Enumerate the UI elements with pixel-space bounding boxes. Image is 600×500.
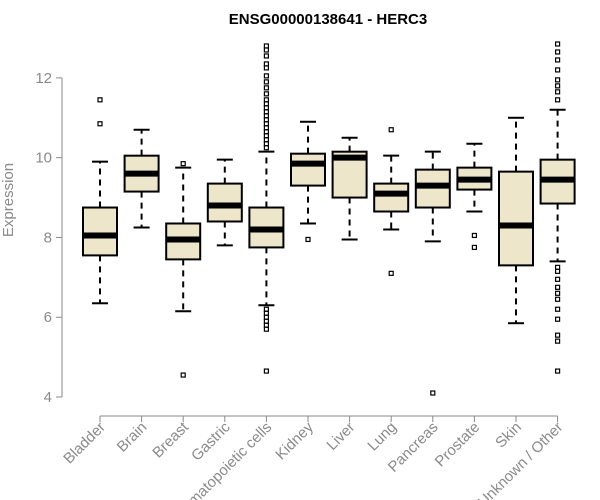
outlier-point — [263, 53, 269, 59]
box-skin — [498, 116, 534, 325]
y-tick-label: 12 — [35, 70, 52, 87]
box-gastric — [206, 158, 243, 247]
outlier-point — [263, 65, 269, 71]
box-liver — [331, 136, 368, 241]
y-axis-label: Expression — [0, 163, 17, 237]
outlier-point — [554, 77, 561, 83]
outlier-point — [554, 276, 561, 282]
outlier-point — [263, 79, 269, 85]
outlier-point — [471, 244, 477, 251]
box-lung — [373, 127, 410, 276]
x-tick-label: Kidney — [272, 418, 317, 463]
box-hematopoietic-cells — [248, 43, 285, 374]
outlier-point — [263, 73, 269, 79]
outlier-point — [263, 368, 269, 374]
iqr-box — [290, 152, 326, 187]
outlier-point — [97, 121, 103, 127]
outlier-point — [388, 127, 394, 133]
outlier-point — [554, 338, 561, 344]
y-tick-label: 10 — [35, 150, 52, 167]
box-kidney — [290, 120, 326, 243]
outlier-point — [554, 67, 561, 73]
outlier-point — [554, 332, 561, 338]
box-unknown-other — [539, 41, 576, 374]
iqr-box — [373, 182, 410, 213]
outlier-point — [305, 236, 311, 243]
outlier-point — [554, 290, 561, 296]
outlier-point — [554, 284, 561, 290]
outlier-point — [554, 368, 561, 374]
x-tick-label: Skin — [492, 419, 525, 452]
boxes — [82, 41, 576, 396]
y-tick-label: 8 — [44, 229, 52, 246]
outlier-point — [554, 57, 561, 63]
outlier-point — [263, 145, 269, 151]
x-tick-label: Lung — [364, 419, 400, 455]
outlier-point — [430, 390, 436, 396]
outlier-point — [263, 326, 269, 332]
x-tick-label: Breast — [149, 418, 192, 461]
box-breast — [165, 161, 202, 378]
x-tick-label: Bladder — [60, 419, 109, 468]
chart-title: ENSG00000138641 - HERC3 — [229, 11, 427, 28]
outlier-point — [263, 91, 269, 97]
box-prostate — [456, 142, 493, 251]
iqr-box — [82, 206, 118, 257]
outlier-point — [554, 296, 561, 302]
y-tick-label: 6 — [44, 309, 52, 326]
x-tick-label: Prostate — [432, 419, 484, 471]
outlier-point — [471, 232, 477, 239]
outlier-point — [180, 161, 186, 167]
outlier-point — [554, 41, 561, 47]
outlier-point — [554, 316, 561, 322]
axes: 4 6 8 10 12 — [35, 70, 558, 417]
outlier-point — [97, 97, 103, 103]
box-pancreas — [414, 150, 451, 396]
outlier-point — [554, 49, 561, 55]
box-bladder — [82, 97, 118, 305]
outlier-point — [554, 83, 561, 89]
outlier-point — [554, 306, 561, 312]
outlier-point — [554, 268, 561, 274]
box-brain — [123, 128, 160, 229]
outlier-point — [180, 372, 186, 378]
outlier-point — [388, 270, 394, 276]
outlier-point — [263, 47, 269, 53]
y-tick-label: 4 — [44, 389, 52, 406]
x-tick-label: Brain — [114, 419, 151, 456]
outlier-point — [554, 97, 561, 103]
x-tick-label: Liver — [323, 419, 358, 454]
iqr-box — [498, 170, 534, 267]
outlier-point — [554, 89, 561, 95]
outlier-point — [263, 85, 269, 91]
